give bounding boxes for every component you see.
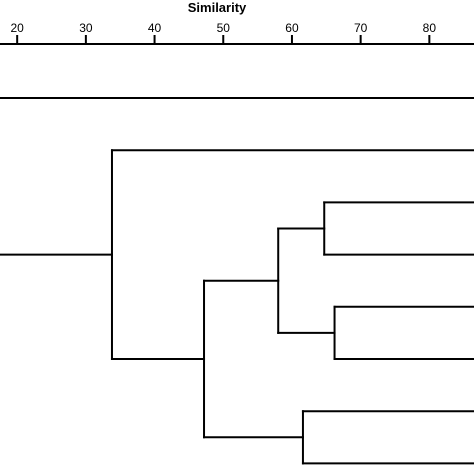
x-tick-label-70: 70 — [354, 21, 368, 35]
x-tick-label-80: 80 — [423, 21, 437, 35]
x-axis-ticks: 20 30 40 50 60 70 80 — [10, 21, 437, 45]
x-tick-label-20: 20 — [10, 21, 24, 35]
x-axis-title: Similarity — [188, 0, 247, 15]
x-tick-label-40: 40 — [148, 21, 162, 35]
dendrogram-branches — [0, 97, 474, 465]
x-tick-label-30: 30 — [79, 21, 93, 35]
x-tick-label-50: 50 — [217, 21, 231, 35]
x-tick-label-60: 60 — [285, 21, 299, 35]
